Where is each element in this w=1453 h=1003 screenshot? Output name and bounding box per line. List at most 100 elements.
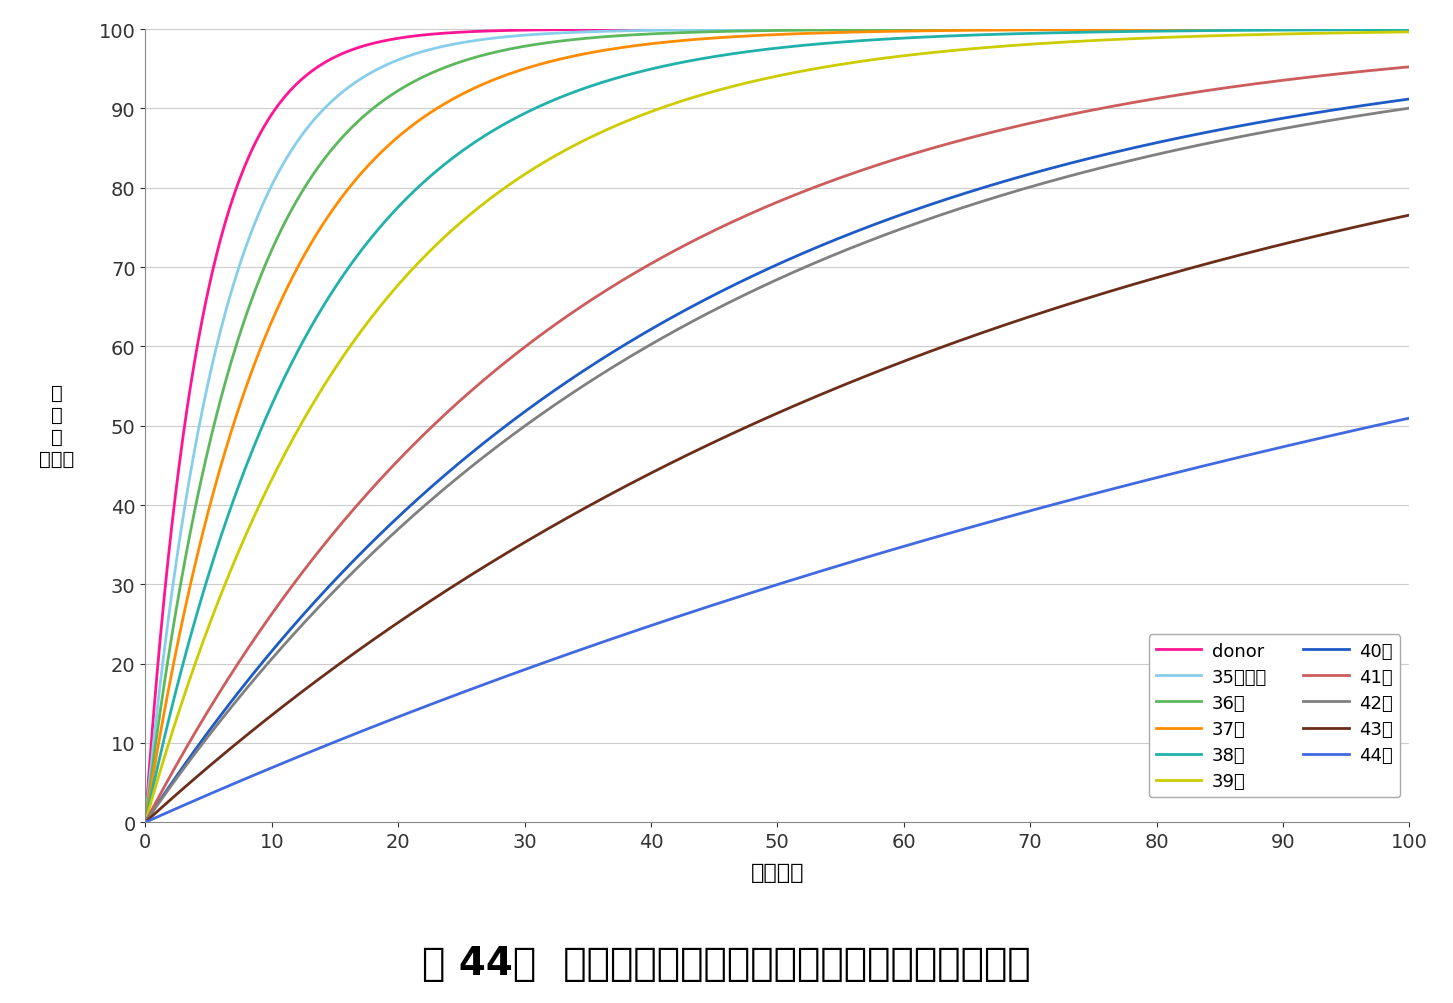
42歳 [718,299,735,311]
Legend: donor, 35歳以下, 36歳, 37歳, 38歳, 39歳, 40歳, 41歳, 42歳, 43歳, 44歳: donor, 35歳以下, 36歳, 37歳, 38歳, 39歳, 40歳, 4… [1149,635,1401,797]
43歳 [718,431,735,443]
42歳 [751,282,769,294]
40歳 [1363,99,1380,111]
37歳 [751,30,769,42]
39歳 [718,83,735,95]
44歳 [751,585,769,597]
42歳 [1363,108,1380,120]
donor [201,278,218,290]
40歳 [751,267,769,279]
44歳 [1364,421,1382,433]
38歳 [1363,25,1380,37]
Line: 37歳: 37歳 [145,30,1409,822]
36歳 [1364,24,1382,36]
40歳 [201,724,218,736]
42歳 [137,816,154,828]
Line: 40歳: 40歳 [145,100,1409,822]
44歳 [201,788,218,800]
35歳以下 [1363,24,1380,36]
Line: donor: donor [145,30,1409,822]
37歳 [1132,24,1149,36]
donor [1364,24,1382,36]
43歳 [751,415,769,427]
Line: 44歳: 44歳 [145,418,1409,822]
39歳 [137,816,154,828]
44歳 [1401,412,1418,424]
43歳 [1401,210,1418,222]
35歳以下 [201,370,218,382]
41歳 [1132,96,1149,108]
36歳 [1132,24,1149,36]
38歳 [751,45,769,57]
44歳 [1132,476,1149,488]
35歳以下 [137,816,154,828]
38歳 [1132,26,1149,38]
Line: 41歳: 41歳 [145,68,1409,822]
36歳 [137,816,154,828]
41歳 [137,816,154,828]
43歳 [1364,218,1382,230]
39歳 [201,618,218,630]
41歳 [1364,65,1382,77]
38歳 [718,49,735,61]
Line: 36歳: 36歳 [145,30,1409,822]
44歳 [137,816,154,828]
44歳 [1363,421,1380,433]
X-axis label: 採卵個数: 採卵個数 [751,863,804,883]
donor [718,24,735,36]
36歳 [1401,24,1418,36]
Line: 42歳: 42歳 [145,109,1409,822]
42歳 [1364,108,1382,120]
donor [1132,24,1149,36]
Line: 38歳: 38歳 [145,30,1409,822]
37歳 [201,500,218,513]
donor [137,816,154,828]
39歳 [1401,27,1418,39]
40歳 [1132,141,1149,153]
37歳 [137,816,154,828]
36歳 [201,436,218,448]
41歳 [1401,62,1418,74]
37歳 [718,32,735,44]
35歳以下 [751,24,769,36]
40歳 [718,284,735,296]
41歳 [718,220,735,232]
35歳以下 [1132,24,1149,36]
Y-axis label: 妊
娠
率
（％）: 妊 娠 率 （％） [39,384,74,468]
Line: 43歳: 43歳 [145,216,1409,822]
42歳 [1132,153,1149,165]
39歳 [1132,33,1149,45]
42歳 [201,728,218,740]
44歳 [718,595,735,607]
41歳 [1363,65,1380,77]
43歳 [201,760,218,772]
38歳 [201,566,218,578]
41歳 [201,702,218,714]
37歳 [1401,24,1418,36]
donor [1363,24,1380,36]
35歳以下 [718,24,735,36]
42歳 [1401,103,1418,115]
43歳 [137,816,154,828]
donor [1401,24,1418,36]
43歳 [1363,218,1380,230]
38歳 [1401,24,1418,36]
36歳 [751,26,769,38]
36歳 [1363,24,1380,36]
35歳以下 [1401,24,1418,36]
40歳 [137,816,154,828]
40歳 [1364,99,1382,111]
39歳 [1364,27,1382,39]
40歳 [1401,94,1418,106]
Text: 围 44．  成熟卵子の個数に応じた年齢別妊娠率の推移: 围 44． 成熟卵子の個数に応じた年齢別妊娠率の推移 [423,944,1030,982]
38歳 [137,816,154,828]
39歳 [1363,27,1380,39]
37歳 [1364,24,1382,36]
Line: 35歳以下: 35歳以下 [145,30,1409,822]
donor [751,24,769,36]
43歳 [1132,277,1149,289]
37歳 [1363,24,1380,36]
38歳 [1364,25,1382,37]
35歳以下 [1364,24,1382,36]
36歳 [718,26,735,38]
